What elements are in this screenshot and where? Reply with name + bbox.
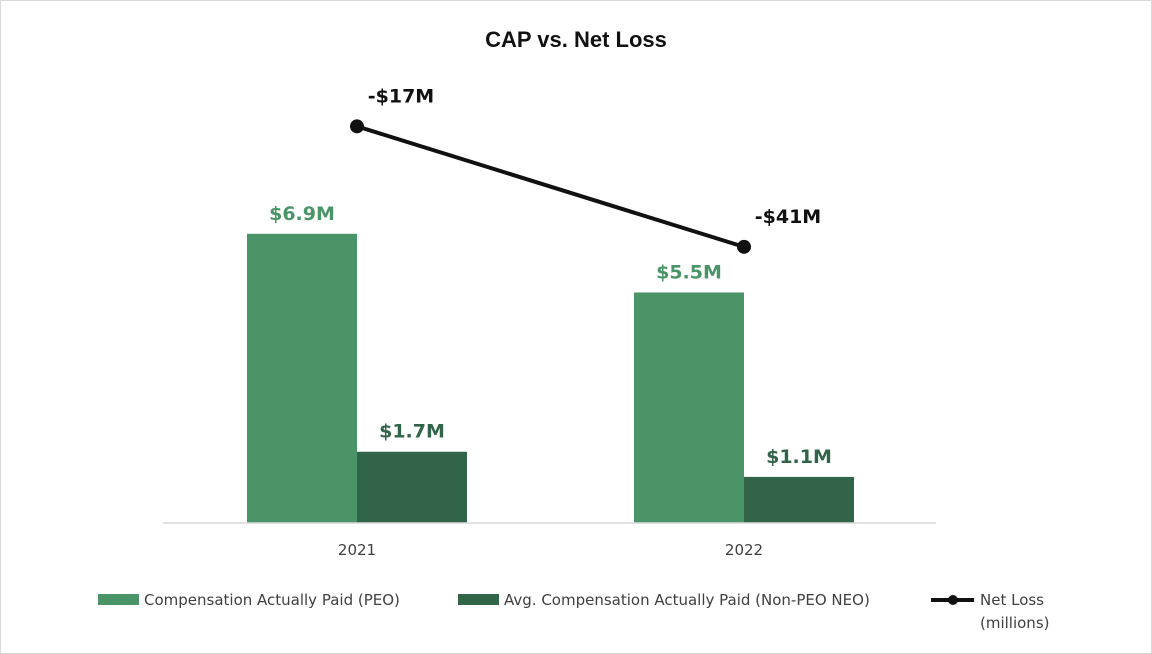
bar-cap-peo-2021: [247, 233, 357, 524]
data-label-avg-cap-non-peo-2021: $1.7M: [379, 421, 445, 443]
net-loss-series: -$17M -$41M: [350, 85, 821, 254]
legend: Compensation Actually Paid (PEO) Avg. Co…: [98, 591, 1050, 632]
legend-label-cap-peo: Compensation Actually Paid (PEO): [144, 591, 400, 609]
legend-label-avg-cap-non-peo: Avg. Compensation Actually Paid (Non-PEO…: [504, 591, 870, 609]
bar-avg-cap-non-peo-2022: [744, 476, 854, 523]
x-tick-2022: 2022: [725, 541, 763, 559]
net-loss-point-2022: [737, 239, 751, 254]
legend-marker-net-loss: [948, 595, 958, 605]
net-loss-label-2021: -$17M: [368, 85, 434, 107]
legend-swatch-cap-peo: [98, 594, 139, 605]
bars-layer: [247, 233, 854, 524]
data-label-cap-peo-2022: $5.5M: [656, 261, 722, 283]
net-loss-label-2022: -$41M: [755, 206, 821, 228]
x-tick-2021: 2021: [338, 541, 376, 559]
bar-labels-layer: $6.9M $5.5M $1.7M $1.1M: [269, 203, 832, 468]
legend-swatch-avg-cap-non-peo: [458, 594, 499, 605]
data-label-cap-peo-2021: $6.9M: [269, 203, 335, 225]
bar-cap-peo-2022: [634, 292, 744, 523]
legend-label-net-loss: Net Loss: [980, 591, 1044, 609]
chart-title: CAP vs. Net Loss: [485, 27, 667, 52]
bar-avg-cap-non-peo-2021: [357, 451, 467, 523]
net-loss-line: [356, 124, 745, 249]
legend-label-net-loss-unit: (millions): [980, 614, 1050, 632]
data-label-avg-cap-non-peo-2022: $1.1M: [766, 446, 832, 468]
net-loss-point-2021: [350, 119, 364, 134]
